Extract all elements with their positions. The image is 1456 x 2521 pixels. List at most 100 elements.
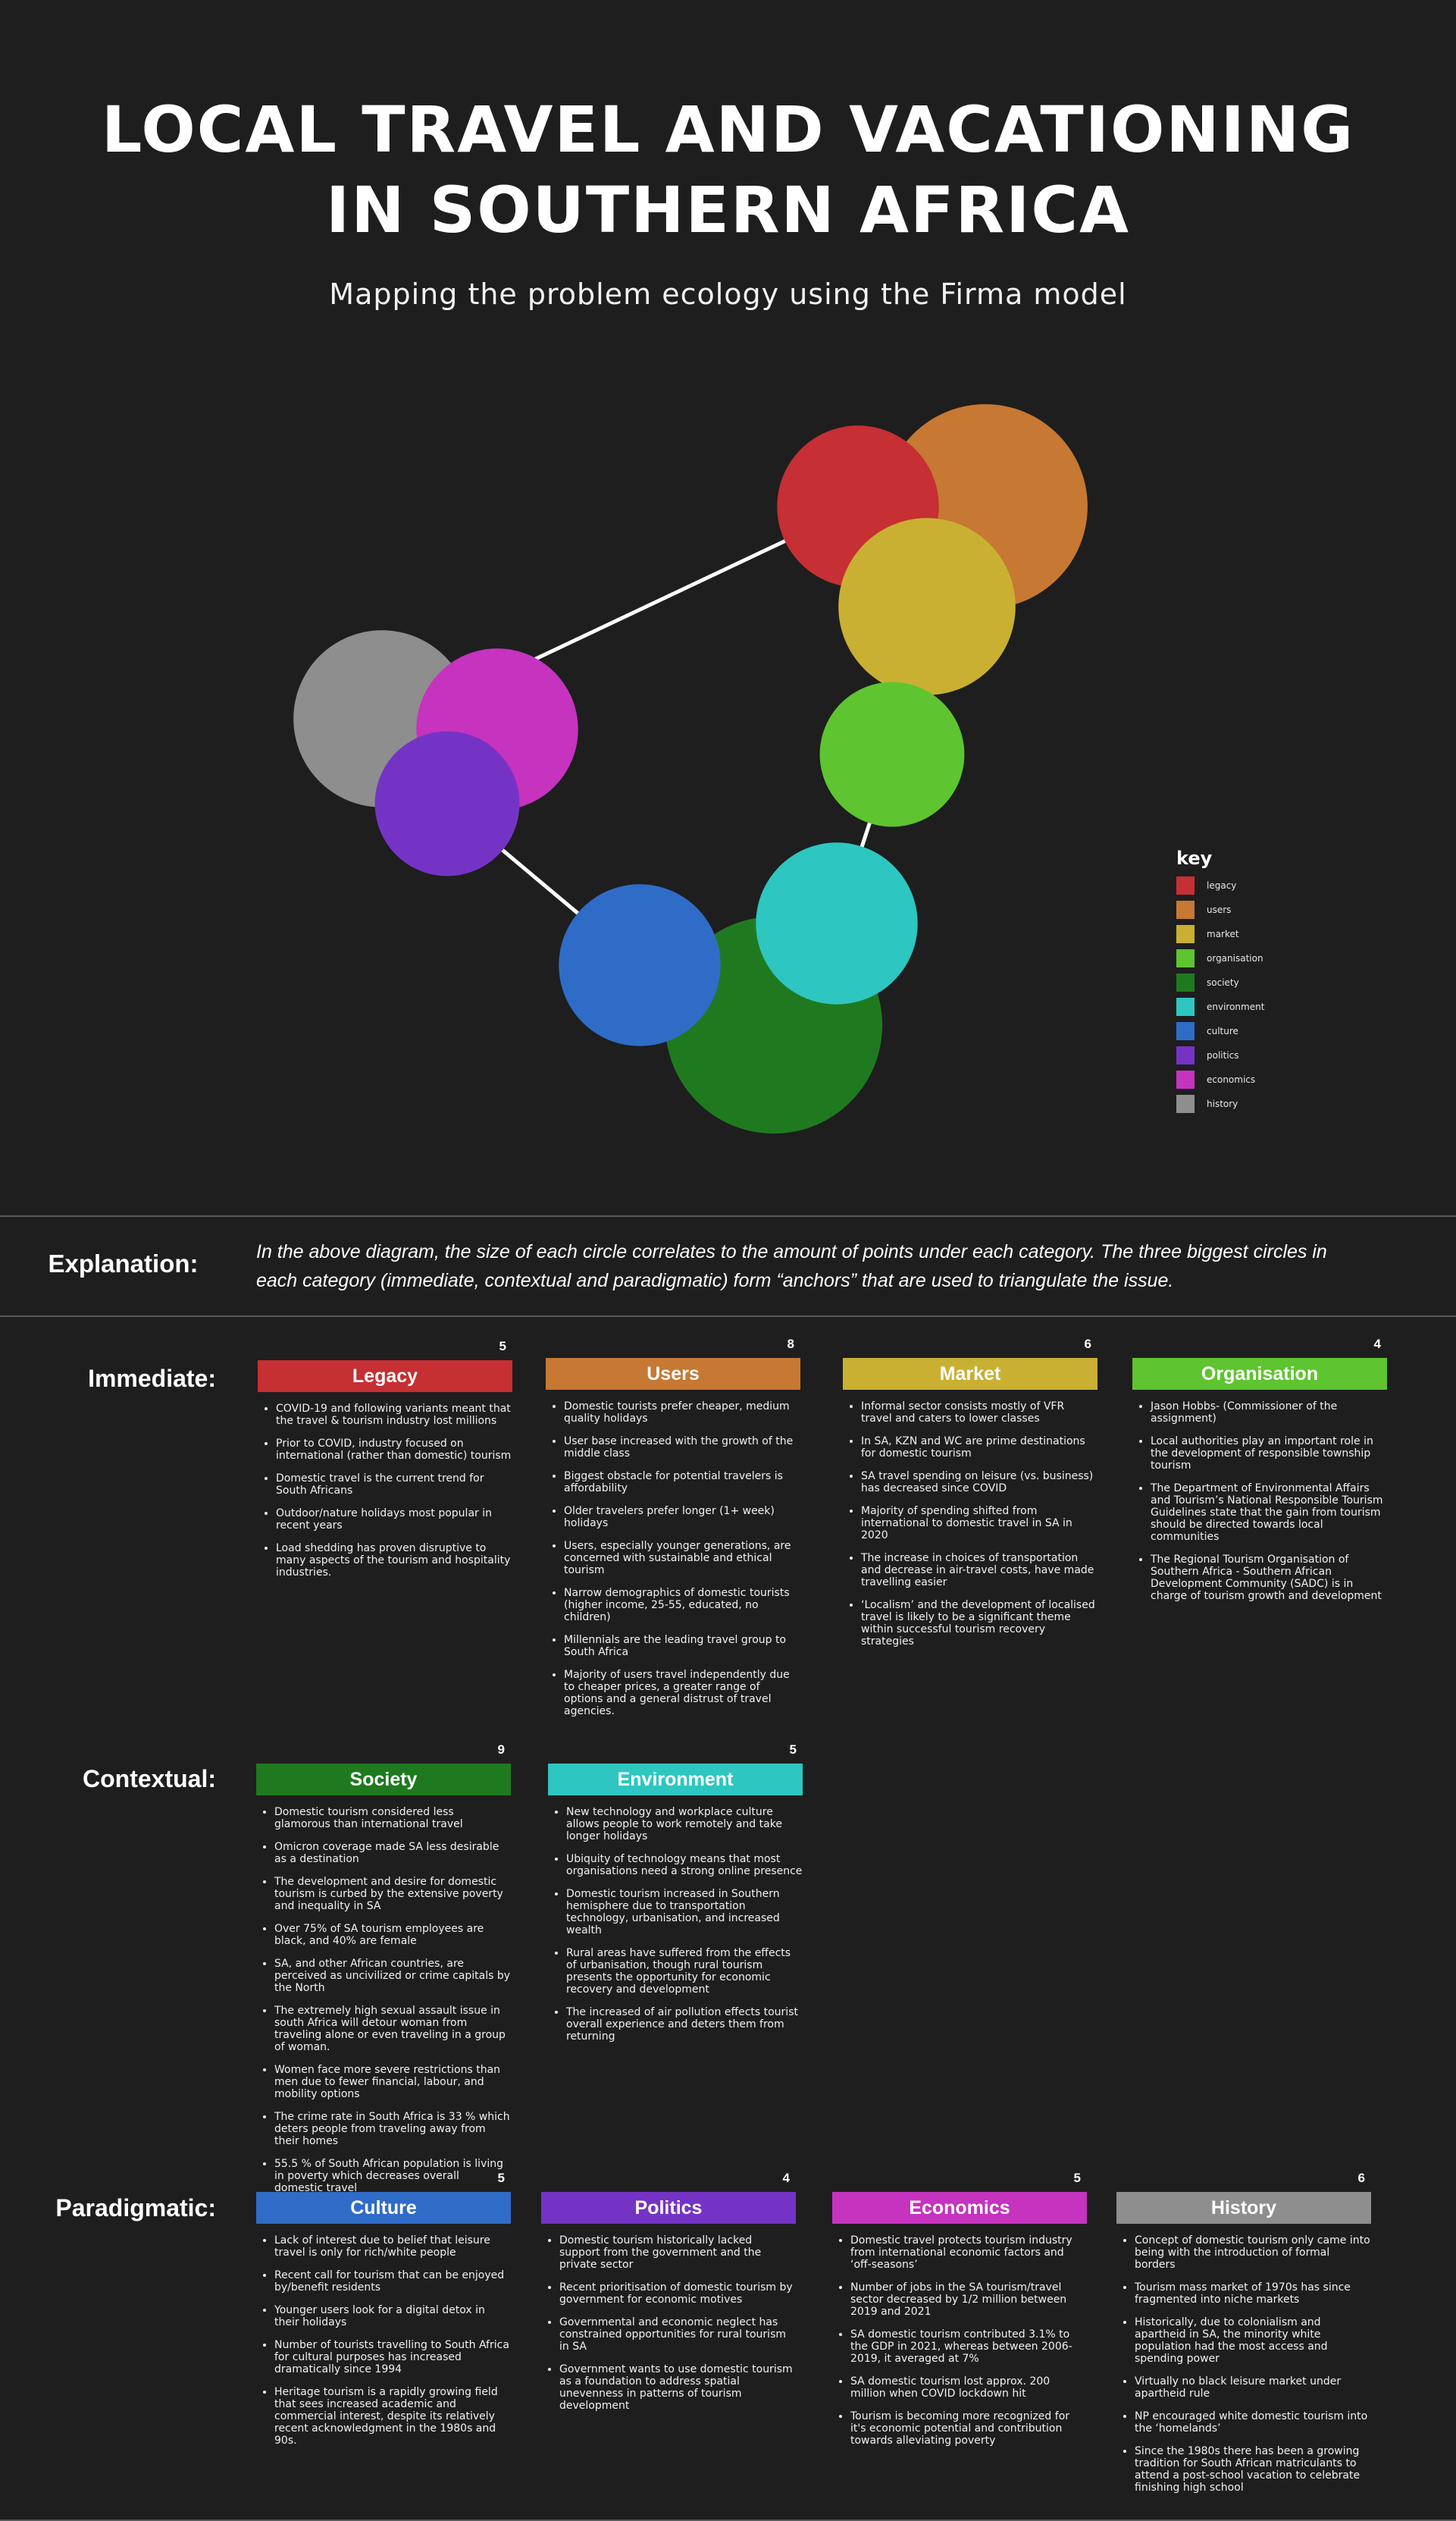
count-badge: 9	[497, 1742, 505, 1757]
key-label-society: society	[1207, 977, 1239, 988]
list-item: Informal sector consists mostly of VFR t…	[861, 1400, 1097, 1425]
key-label-organisation: organisation	[1207, 953, 1263, 964]
list-item: Rural areas have suffered from the effec…	[566, 1947, 803, 1996]
list-item: SA domestic tourism lost approx. 200 mil…	[850, 2375, 1087, 2400]
count-badge: 5	[1073, 2171, 1081, 2185]
category-bubbles	[293, 404, 1088, 1134]
list-item: The Department of Environmental Affairs …	[1151, 1482, 1387, 1543]
bubble-culture	[559, 884, 721, 1046]
item-list: New technology and workplace culture all…	[548, 1806, 803, 2043]
list-item: Historically, due to colonialism and apa…	[1135, 2316, 1371, 2365]
list-item: Millennials are the leading travel group…	[564, 1634, 800, 1658]
list-item: SA, and other African countries, are per…	[274, 1958, 511, 1994]
row-label-contextual: Contextual:	[83, 1765, 216, 1792]
list-item: Domestic travel is the current trend for…	[276, 1472, 512, 1497]
item-list: Domestic tourism historically lacked sup…	[541, 2234, 796, 2412]
card-header: Politics	[541, 2192, 796, 2224]
divider-top	[0, 1215, 1456, 1217]
key-label-users: users	[1207, 905, 1232, 915]
key-swatch-politics	[1176, 1046, 1195, 1065]
list-item: Recent prioritisation of domestic touris…	[559, 2281, 796, 2306]
key-item-politics: politics	[1176, 1046, 1239, 1065]
list-item: Concept of domestic tourism only came in…	[1135, 2234, 1371, 2271]
card-header: Economics	[832, 2192, 1087, 2224]
list-item: Heritage tourism is a rapidly growing fi…	[274, 2386, 511, 2447]
list-item: Virtually no black leisure market under …	[1135, 2375, 1371, 2400]
key-label-economics: economics	[1207, 1074, 1256, 1085]
card-economics: 5 Economics Domestic travel protects tou…	[832, 2171, 1087, 2457]
key-item-society: society	[1176, 974, 1239, 992]
key-swatch-organisation	[1176, 949, 1195, 967]
title-line-1: LOCAL TRAVEL AND VACATIONING	[101, 92, 1355, 167]
card-organisation: 4 Organisation Jason Hobbs- (Commissione…	[1132, 1337, 1387, 1613]
key-item-market: market	[1176, 925, 1239, 943]
list-item: COVID-19 and following variants meant th…	[276, 1403, 512, 1427]
key-swatch-legacy	[1176, 876, 1195, 895]
item-list: Concept of domestic tourism only came in…	[1116, 2234, 1371, 2494]
key-item-users: users	[1176, 901, 1231, 919]
count-badge: 8	[787, 1337, 794, 1351]
list-item: Lack of interest due to belief that leis…	[274, 2234, 511, 2259]
item-list: COVID-19 and following variants meant th…	[258, 1403, 512, 1579]
list-item: The increase in choices of transportatio…	[861, 1552, 1097, 1588]
key-swatch-environment	[1176, 998, 1195, 1016]
card-header: History	[1116, 2192, 1371, 2224]
page-subtitle: Mapping the problem ecology using the Fi…	[329, 277, 1127, 311]
bubble-politics	[374, 731, 520, 876]
key-item-legacy: legacy	[1176, 876, 1236, 895]
key-item-environment: environment	[1176, 998, 1264, 1016]
list-item: The increased of air pollution effects t…	[566, 2006, 803, 2043]
list-item: New technology and workplace culture all…	[566, 1806, 803, 1842]
divider-bottom	[0, 1315, 1456, 1317]
card-header: Culture	[256, 2192, 511, 2224]
firma-diagram	[293, 404, 1088, 1134]
card-history: 6 History Concept of domestic tourism on…	[1116, 2171, 1371, 2504]
card-culture: 5 Culture Lack of interest due to belief…	[256, 2171, 511, 2457]
key-swatch-market	[1176, 925, 1195, 943]
list-item: Biggest obstacle for potential travelers…	[564, 1470, 800, 1494]
count-badge: 5	[499, 1339, 506, 1353]
list-item: Domestic travel protects tourism industr…	[850, 2234, 1087, 2271]
list-item: Number of tourists travelling to South A…	[274, 2339, 511, 2375]
row-label-immediate: Immediate:	[88, 1365, 216, 1392]
explanation-label: Explanation:	[48, 1250, 199, 1278]
list-item: Domestic tourism historically lacked sup…	[559, 2234, 796, 2271]
list-item: Outdoor/nature holidays most popular in …	[276, 1507, 512, 1532]
count-badge: 5	[497, 2171, 505, 2185]
count-badge: 4	[782, 2171, 790, 2185]
explanation-text: In the above diagram, the size of each c…	[256, 1241, 1327, 1291]
list-item: Majority of users travel independently d…	[564, 1669, 800, 1717]
card-header: Market	[843, 1358, 1097, 1390]
card-header: Organisation	[1132, 1358, 1387, 1390]
key-swatch-history	[1176, 1095, 1195, 1113]
count-badge: 6	[1084, 1337, 1091, 1351]
key-label-legacy: legacy	[1207, 880, 1237, 891]
list-item: Number of jobs in the SA tourism/travel …	[850, 2281, 1087, 2318]
count-badge: 5	[789, 1742, 797, 1757]
list-item: Government wants to use domestic tourism…	[559, 2363, 796, 2412]
list-item: Ubiquity of technology means that most o…	[566, 1853, 803, 1877]
card-legacy: 5 Legacy COVID-19 and following variants…	[258, 1339, 512, 1589]
card-header: Legacy	[258, 1360, 512, 1392]
item-list: Domestic tourism considered less glamoro…	[256, 1806, 511, 2194]
key-swatch-culture	[1176, 1022, 1195, 1040]
key-item-economics: economics	[1176, 1071, 1255, 1089]
list-item: Majority of spending shifted from intern…	[861, 1505, 1097, 1541]
count-badge: 4	[1373, 1337, 1381, 1351]
key-swatch-society	[1176, 974, 1195, 992]
key-swatch-economics	[1176, 1071, 1195, 1089]
list-item: The extremely high sexual assault issue …	[274, 2005, 511, 2053]
list-item: Omicron coverage made SA less desirable …	[274, 1841, 511, 1865]
item-list: Jason Hobbs- (Commissioner of the assign…	[1132, 1400, 1387, 1602]
row-label-paradigmatic: Paradigmatic:	[55, 2194, 216, 2222]
list-item: Domestic tourism considered less glamoro…	[274, 1806, 511, 1830]
bubble-organisation	[819, 682, 965, 827]
list-item: Jason Hobbs- (Commissioner of the assign…	[1151, 1400, 1387, 1425]
list-item: Younger users look for a digital detox i…	[274, 2304, 511, 2328]
card-market: 6 Market Informal sector consists mostly…	[843, 1337, 1097, 1658]
list-item: 55.5 % of South African population is li…	[274, 2158, 511, 2194]
list-item: Local authorities play an important role…	[1151, 1435, 1387, 1472]
card-society: 9 Society Domestic tourism considered le…	[256, 1742, 511, 2205]
list-item: The crime rate in South Africa is 33 % w…	[274, 2111, 511, 2147]
list-item: Prior to COVID, industry focused on inte…	[276, 1438, 512, 1462]
